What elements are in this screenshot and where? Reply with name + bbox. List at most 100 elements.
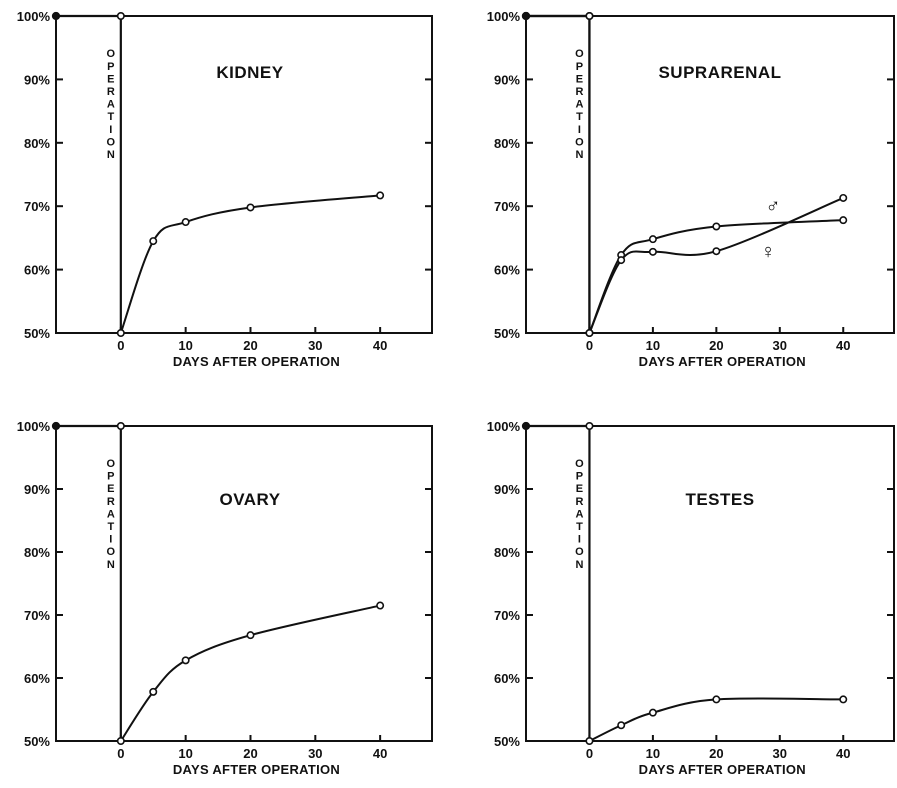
operation-label-letter: A bbox=[575, 508, 583, 520]
y-tick-label: 90% bbox=[494, 482, 520, 497]
male-symbol-label: ♂ bbox=[766, 195, 781, 217]
operation-label-letter: E bbox=[107, 73, 114, 85]
y-tick-label: 80% bbox=[494, 136, 520, 151]
data-point bbox=[839, 216, 848, 225]
operation-label-letter: E bbox=[576, 73, 583, 85]
y-tick-label: 50% bbox=[494, 326, 520, 341]
x-tick-label: 30 bbox=[308, 746, 322, 761]
data-point bbox=[617, 256, 626, 265]
data-point bbox=[839, 193, 848, 202]
y-tick-label: 50% bbox=[24, 734, 50, 749]
panel-ovary: 50% 60% 70% 80% 90% 100% 0 10 20 30 40 DAYS AFTER O… bbox=[17, 419, 433, 777]
y-tick-label: 60% bbox=[24, 263, 50, 278]
y-tick-label: 50% bbox=[24, 326, 50, 341]
data-point bbox=[149, 237, 158, 246]
operation-label-letter: R bbox=[107, 86, 115, 98]
x-tick-label: 20 bbox=[243, 338, 257, 353]
y-tick-label: 70% bbox=[24, 199, 50, 214]
operation-label-letter: N bbox=[575, 559, 583, 571]
x-tick-label: 40 bbox=[373, 338, 387, 353]
series-line-recovery bbox=[119, 604, 381, 742]
y-tick-label: 70% bbox=[494, 608, 520, 623]
operation-label-letter: E bbox=[576, 483, 583, 495]
operation-label-letter: O bbox=[575, 48, 584, 60]
operation-label-letter: T bbox=[576, 521, 583, 533]
x-tick-label: 0 bbox=[117, 338, 124, 353]
y-tick-label: 70% bbox=[24, 608, 50, 623]
operation-label-letter: O bbox=[107, 458, 116, 470]
data-point bbox=[712, 247, 721, 256]
operation-label-letter: R bbox=[575, 496, 583, 508]
data-point bbox=[246, 203, 255, 212]
operation-label-letter: I bbox=[578, 534, 581, 546]
x-tick-label: 20 bbox=[709, 338, 723, 353]
data-point bbox=[585, 736, 594, 745]
operation-label-letter: P bbox=[576, 471, 583, 483]
x-tick-label: 0 bbox=[586, 338, 593, 353]
plot-frame bbox=[525, 15, 895, 334]
data-point bbox=[246, 631, 255, 640]
y-tick-label: 100% bbox=[487, 9, 521, 24]
operation-label-letter: A bbox=[107, 508, 115, 520]
panel-title: OVARY bbox=[219, 490, 280, 509]
operation-label-letter: O bbox=[107, 48, 116, 60]
plot-frame bbox=[55, 15, 433, 334]
y-tick-label: 100% bbox=[17, 9, 51, 24]
operation-label-letter: I bbox=[109, 124, 112, 136]
x-tick-label: 20 bbox=[709, 746, 723, 761]
y-tick-label: 90% bbox=[24, 482, 50, 497]
operation-label-letter: O bbox=[575, 136, 584, 148]
data-point bbox=[376, 191, 385, 200]
data-point bbox=[116, 12, 125, 21]
panel-kidney: 50% 60% 70% 80% 90% 100% 0 10 20 30 40 DAYS AFTER O… bbox=[17, 9, 433, 369]
y-tick-label: 90% bbox=[494, 72, 520, 87]
operation-label-letter: R bbox=[575, 86, 583, 98]
operation-label-letter: T bbox=[107, 111, 114, 123]
female-symbol-label: ♀ bbox=[761, 241, 776, 263]
operation-label-letter: A bbox=[575, 99, 583, 111]
y-tick-label: 60% bbox=[494, 263, 520, 278]
data-point bbox=[585, 328, 594, 337]
x-tick-label: 40 bbox=[373, 746, 387, 761]
operation-label-letter: T bbox=[576, 111, 583, 123]
y-tick-label: 60% bbox=[494, 671, 520, 686]
x-axis-title: DAYS AFTER OPERATION bbox=[173, 354, 340, 369]
operation-label-letter: A bbox=[107, 99, 115, 111]
data-point-start bbox=[521, 11, 531, 21]
operation-label-letter: E bbox=[107, 483, 114, 495]
y-tick-label: 100% bbox=[17, 419, 51, 434]
y-tick-label: 50% bbox=[494, 734, 520, 749]
x-tick-label: 20 bbox=[243, 746, 257, 761]
x-tick-label: 0 bbox=[117, 746, 124, 761]
operation-label-letter: O bbox=[107, 136, 116, 148]
plot-frame bbox=[55, 425, 433, 742]
data-point bbox=[149, 687, 158, 696]
data-point bbox=[585, 12, 594, 21]
panel-title: SUPRARENAL bbox=[658, 63, 781, 82]
y-tick-label: 60% bbox=[24, 671, 50, 686]
operation-label-letter: P bbox=[107, 471, 114, 483]
x-tick-label: 0 bbox=[586, 746, 593, 761]
y-tick-label: 80% bbox=[494, 545, 520, 560]
x-tick-label: 30 bbox=[773, 338, 787, 353]
x-axis-title: DAYS AFTER OPERATION bbox=[173, 762, 340, 777]
x-tick-label: 10 bbox=[646, 338, 660, 353]
panel-title: TESTES bbox=[685, 490, 754, 509]
operation-label-letter: R bbox=[107, 496, 115, 508]
panel-testes: 50% 60% 70% 80% 90% 100% 0 10 20 30 40 DAYS AFTER O… bbox=[487, 419, 895, 777]
data-point bbox=[648, 708, 657, 717]
y-tick-label: 80% bbox=[24, 545, 50, 560]
operation-label-letter: I bbox=[578, 124, 581, 136]
data-point bbox=[839, 695, 848, 704]
data-point bbox=[585, 421, 594, 430]
data-point bbox=[181, 218, 190, 227]
operation-label-letter: O bbox=[575, 546, 584, 558]
data-point bbox=[617, 721, 626, 730]
data-point bbox=[648, 235, 657, 244]
series-line-recovery bbox=[588, 219, 844, 334]
operation-label-letter: P bbox=[107, 61, 114, 73]
data-point bbox=[376, 601, 385, 610]
data-point bbox=[116, 328, 125, 337]
operation-label-letter: N bbox=[107, 559, 115, 571]
operation-label-letter: I bbox=[109, 534, 112, 546]
